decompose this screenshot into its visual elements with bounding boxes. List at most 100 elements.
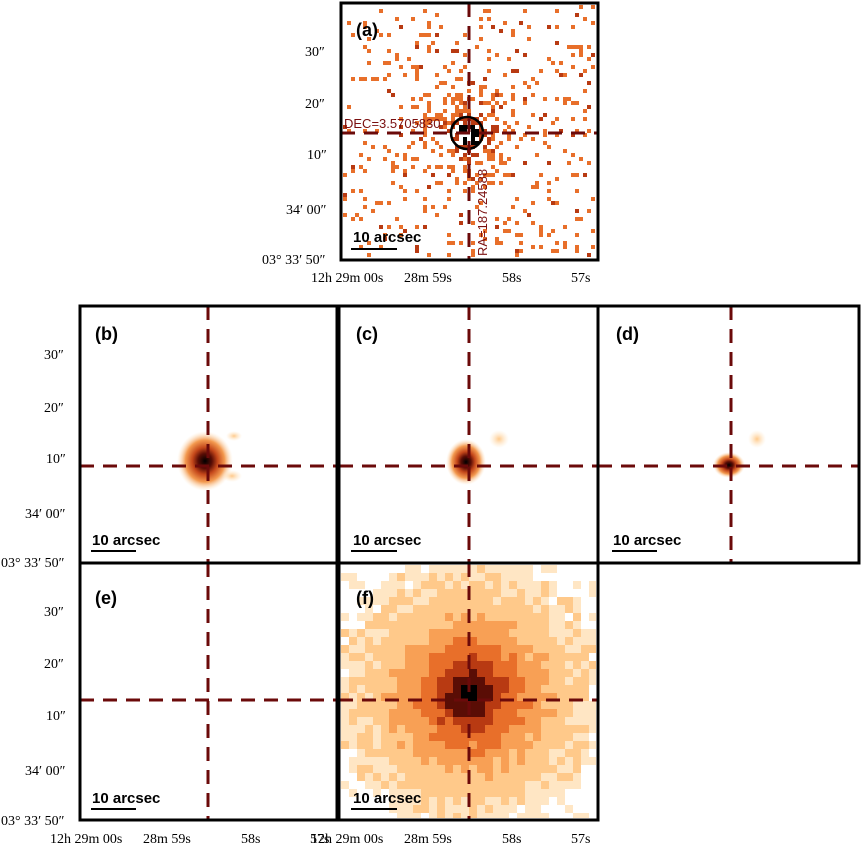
count-pixel	[423, 121, 427, 125]
count-pixel	[491, 97, 495, 101]
emission-pixel	[437, 709, 445, 717]
emission-pixel	[525, 589, 533, 597]
count-pixel	[511, 129, 515, 133]
emission-pixel	[541, 621, 549, 629]
count-pixel	[475, 133, 479, 137]
emission-pixel	[501, 781, 509, 789]
emission-pixel	[469, 677, 477, 685]
emission-pixel	[581, 733, 589, 741]
count-pixel	[479, 129, 483, 133]
emission-pixel	[413, 781, 421, 789]
emission-pixel	[541, 797, 549, 805]
emission-pixel	[453, 621, 461, 629]
x-tick: 57s	[571, 832, 590, 847]
emission-pixel	[533, 789, 541, 797]
emission-pixel	[397, 581, 405, 589]
count-pixel	[499, 181, 503, 185]
emission-pixel	[485, 645, 493, 653]
emission-pixel	[557, 645, 565, 653]
emission-pixel	[477, 757, 485, 765]
emission-pixel	[437, 653, 445, 661]
count-pixel	[547, 25, 551, 29]
emission-pixel	[517, 669, 525, 677]
count-pixel	[415, 121, 419, 125]
emission-pixel	[493, 621, 501, 629]
emission-pixel	[557, 757, 565, 765]
emission-pixel	[477, 613, 485, 621]
emission-pixel	[525, 749, 533, 757]
emission-pixel	[365, 677, 373, 685]
emission-pixel	[397, 605, 405, 613]
count-pixel	[379, 33, 383, 37]
count-pixel	[375, 129, 379, 133]
count-pixel	[423, 125, 427, 129]
emission-pixel	[437, 765, 445, 773]
emission-pixel	[389, 653, 397, 661]
count-pixel	[507, 125, 511, 129]
emission-pixel	[477, 685, 485, 693]
emission-pixel	[477, 645, 485, 653]
emission-pixel	[397, 765, 405, 773]
x-tick: 12h 29m 00s	[50, 832, 122, 847]
count-pixel	[487, 17, 491, 21]
count-pixel	[491, 113, 495, 117]
emission-pixel	[525, 805, 533, 813]
emission-pixel	[469, 805, 477, 813]
count-pixel	[539, 233, 543, 237]
count-pixel	[427, 109, 431, 113]
emission-pixel	[373, 773, 381, 781]
count-pixel	[487, 49, 491, 53]
emission-pixel	[517, 725, 525, 733]
count-pixel	[559, 73, 563, 77]
emission-pixel	[517, 653, 525, 661]
y-tick: 30″	[44, 605, 64, 620]
count-pixel	[583, 173, 587, 177]
emission-pixel	[573, 613, 581, 621]
emission-pixel	[445, 685, 453, 693]
count-pixel	[439, 25, 443, 29]
emission-pixel	[589, 677, 596, 685]
emission-pixel	[413, 797, 421, 805]
count-pixel	[559, 129, 563, 133]
count-pixel	[479, 85, 483, 89]
emission-pixel	[589, 669, 596, 677]
count-pixel	[471, 249, 475, 253]
emission-pixel	[565, 653, 573, 661]
emission-pixel	[533, 797, 541, 805]
emission-pixel	[445, 661, 453, 669]
count-pixel	[371, 209, 375, 213]
count-pixel	[511, 69, 515, 73]
count-pixel	[543, 141, 547, 145]
emission-pixel	[469, 589, 477, 597]
count-pixel	[535, 181, 539, 185]
emission-pixel	[397, 781, 405, 789]
count-pixel	[567, 161, 571, 165]
emission-pixel	[525, 621, 533, 629]
emission-pixel	[453, 661, 461, 669]
emission-pixel	[533, 725, 541, 733]
count-pixel	[451, 61, 455, 65]
count-pixel	[579, 157, 583, 161]
count-pixel	[527, 213, 531, 217]
count-pixel	[459, 97, 463, 101]
count-pixel	[395, 17, 399, 21]
emission-pixel	[429, 677, 437, 685]
emission-pixel	[477, 637, 485, 645]
emission-pixel	[429, 741, 437, 749]
count-pixel	[479, 17, 483, 21]
emission-pixel	[405, 605, 413, 613]
count-pixel	[483, 229, 487, 233]
emission-pixel	[437, 757, 445, 765]
count-pixel	[475, 129, 479, 133]
emission-pixel	[349, 677, 357, 685]
emission-pixel	[461, 733, 469, 741]
emission-pixel	[349, 789, 357, 797]
count-pixel	[579, 45, 583, 49]
count-pixel	[443, 121, 447, 125]
emission-pixel	[389, 797, 397, 805]
emission-pixel	[573, 629, 581, 637]
emission-pixel	[413, 661, 421, 669]
emission-pixel	[461, 677, 469, 685]
emission-pixel	[509, 565, 517, 573]
count-pixel	[379, 225, 383, 229]
